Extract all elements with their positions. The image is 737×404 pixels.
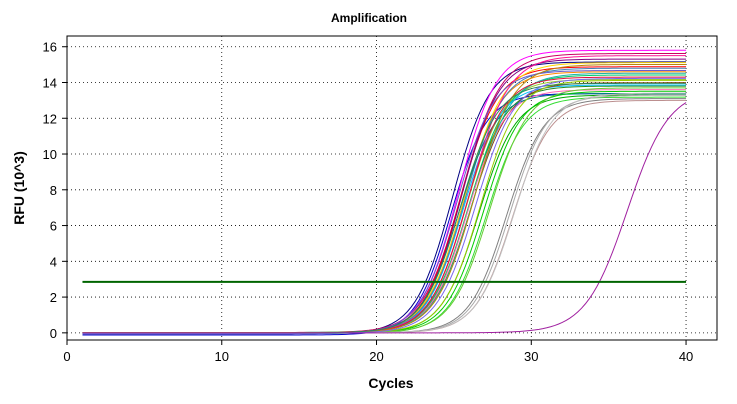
x-tick-label-0: 0 xyxy=(63,349,70,364)
y-tick-label-4: 8 xyxy=(50,183,57,198)
x-axis-label: Cycles xyxy=(368,375,413,391)
plot-frame xyxy=(66,35,718,341)
x-tick-label-4: 40 xyxy=(679,349,693,364)
y-tick-label-0: 0 xyxy=(50,326,57,341)
y-tick-label-7: 14 xyxy=(43,75,57,90)
grid-lines xyxy=(67,36,717,340)
chart-title: Amplification xyxy=(331,11,407,25)
y-tick-label-5: 10 xyxy=(43,147,57,162)
y-tick-label-8: 16 xyxy=(43,40,57,55)
y-tick-label-1: 2 xyxy=(50,290,57,305)
x-tick-label-2: 20 xyxy=(369,349,383,364)
x-tick-label-3: 30 xyxy=(524,349,538,364)
amplification-curve-33 xyxy=(82,102,687,334)
axis-ticks: 0 10 20 30 40 0 2 4 6 8 10 12 14 16 xyxy=(43,40,694,364)
y-tick-label-2: 4 xyxy=(50,254,57,269)
amplification-curves xyxy=(82,49,687,336)
y-axis-label: RFU (10^3) xyxy=(11,151,27,225)
y-tick-label-3: 6 xyxy=(50,219,57,234)
x-tick-label-1: 10 xyxy=(215,349,229,364)
y-tick-label-6: 12 xyxy=(43,111,57,126)
